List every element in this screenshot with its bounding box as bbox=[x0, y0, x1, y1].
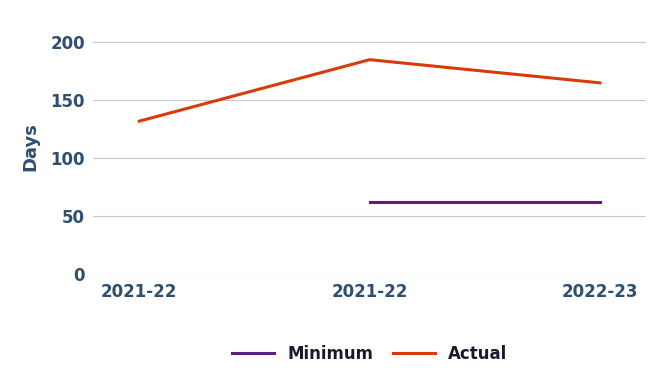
Line: Actual: Actual bbox=[139, 60, 600, 121]
Minimum bbox=[366, 200, 374, 205]
Actual bbox=[596, 81, 604, 85]
Minimum bbox=[596, 200, 604, 205]
Actual bbox=[366, 58, 374, 62]
Y-axis label: Days: Days bbox=[21, 122, 39, 171]
Legend: Minimum, Actual: Minimum, Actual bbox=[225, 339, 514, 370]
Actual bbox=[135, 119, 143, 123]
